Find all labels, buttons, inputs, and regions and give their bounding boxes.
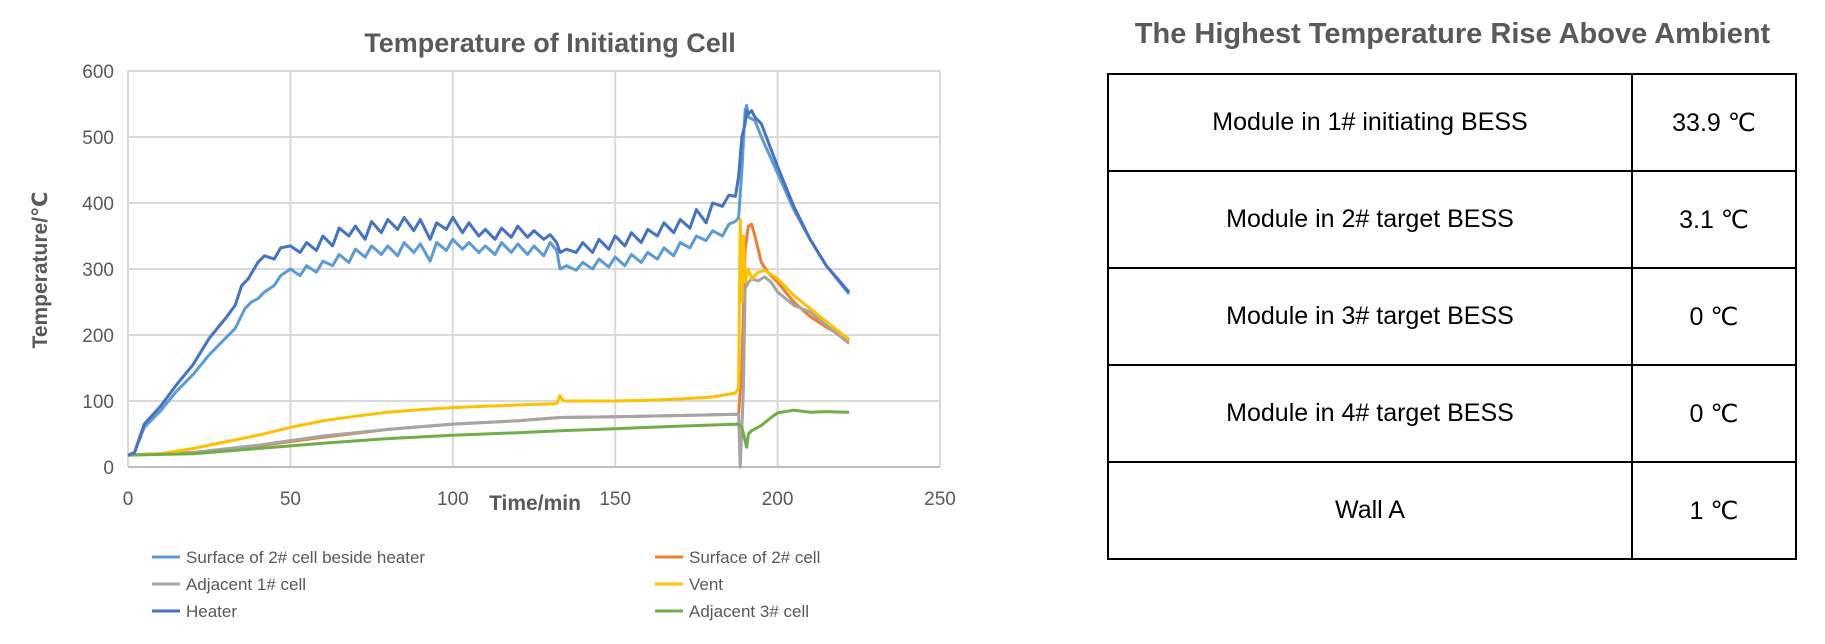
series-lines: [127, 103, 851, 469]
table-row: Module in 2# target BESS 3.1 ℃: [1107, 170, 1797, 269]
row-label: Module in 1# initiating BESS: [1107, 73, 1633, 172]
temperature-chart: Temperature of Initiating Cell 0 100 200 30…: [29, 28, 956, 621]
table-title: The Highest Temperature Rise Above Ambie…: [1134, 18, 1771, 50]
row-label: Module in 4# target BESS: [1107, 364, 1633, 463]
row-label: Module in 2# target BESS: [1107, 170, 1633, 269]
x-tick-label: 150: [599, 489, 631, 510]
y-tick-label: 200: [82, 326, 114, 347]
x-tick-label: 200: [762, 489, 794, 510]
y-tick-label: 500: [82, 128, 114, 149]
x-tick-label: 100: [437, 489, 469, 510]
row-value: 1 ℃: [1631, 461, 1797, 560]
legend-label: Adjacent 3# cell: [689, 602, 809, 621]
grid: [127, 70, 941, 468]
legend-label: Vent: [689, 575, 723, 594]
y-tick-label: 300: [82, 260, 114, 281]
table-row: Module in 1# initiating BESS 33.9 ℃: [1107, 73, 1797, 172]
y-tick-label: 0: [103, 458, 114, 479]
row-value: 0 ℃: [1631, 364, 1797, 463]
legend-label: Adjacent 1# cell: [186, 575, 306, 594]
legend-label: Surface of 2# cell: [689, 548, 820, 567]
legend: Surface of 2# cell beside heater Surface …: [152, 548, 820, 621]
y-tick-label: 100: [82, 392, 114, 413]
y-axis-label: Temperature/℃: [29, 192, 52, 349]
row-label: Wall A: [1107, 461, 1633, 560]
row-value: 0 ℃: [1631, 267, 1797, 366]
row-value: 33.9 ℃: [1631, 73, 1797, 172]
x-tick-label: 50: [280, 489, 301, 510]
row-label: Module in 3# target BESS: [1107, 267, 1633, 366]
tick-labels: 0 100 200 300 400 500 600 0 50 100 150 200 250: [82, 62, 956, 510]
temperature-rise-table: Module in 1# initiating BESS 33.9 ℃ Module…: [1107, 73, 1797, 560]
chart-title: Temperature of Initiating Cell: [364, 28, 736, 58]
series-line-3: [127, 218, 851, 457]
y-tick-label: 400: [82, 194, 114, 215]
x-tick-label: 0: [123, 489, 134, 510]
series-line-0: [127, 103, 851, 457]
x-axis-label: Time/min: [489, 492, 581, 515]
row-value: 3.1 ℃: [1631, 170, 1797, 269]
series-line-4: [127, 109, 851, 457]
legend-label: Surface of 2# cell beside heater: [186, 548, 425, 567]
x-tick-label: 250: [924, 489, 956, 510]
table-row: Module in 3# target BESS 0 ℃: [1107, 267, 1797, 366]
legend-label: Heater: [186, 602, 237, 621]
y-tick-label: 600: [82, 62, 114, 83]
series-line-5: [127, 408, 850, 457]
table-row: Module in 4# target BESS 0 ℃: [1107, 364, 1797, 463]
